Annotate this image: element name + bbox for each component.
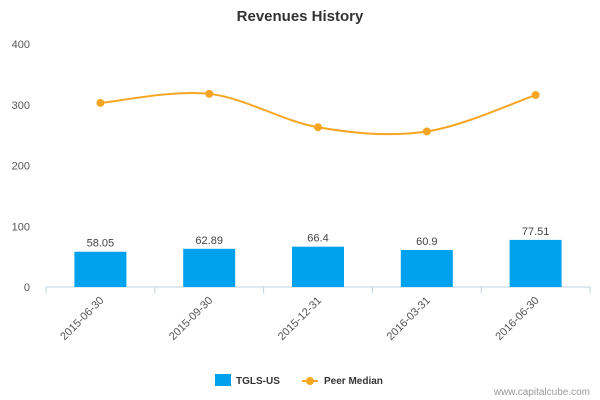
x-tick-label: 2016-03-31 — [385, 295, 433, 343]
peer-median-point — [314, 123, 322, 132]
x-tick-label: 2015-12-31 — [276, 295, 324, 343]
bar — [183, 248, 236, 287]
peer-median-point — [96, 98, 105, 107]
legend-label-tgls: TGLS-US — [236, 376, 280, 387]
peer-median-point — [422, 127, 431, 136]
chart-title: Revenues History — [237, 8, 364, 25]
legend-label-peer: Peer Median — [324, 376, 383, 387]
y-tick-label: 400 — [12, 39, 30, 51]
bar-value-label: 77.51 — [522, 226, 550, 238]
bar-value-label: 62.89 — [195, 235, 223, 247]
x-tick-label: 2015-09-30 — [167, 295, 215, 343]
bar-value-label: 60.9 — [416, 236, 437, 248]
legend-marker-peer — [306, 377, 314, 385]
peer-median-point — [205, 89, 214, 98]
bar — [400, 250, 453, 287]
credit-text: www.capitalcube.com — [493, 387, 590, 398]
y-tick-label: 300 — [12, 100, 30, 112]
plot-area: 0 100 200 300 400 58.05 62.89 66.4 60.9 77.51 2015… — [12, 39, 591, 343]
peer-median-point — [531, 91, 540, 100]
bar — [74, 251, 127, 287]
bar — [509, 239, 562, 287]
legend: TGLS-US Peer Median — [215, 374, 383, 387]
bar — [292, 246, 344, 287]
x-tick-label: 2015-06-30 — [58, 295, 106, 343]
legend-swatch-tgls — [215, 374, 231, 386]
bar-value-label: 66.4 — [307, 233, 328, 245]
y-tick-label: 100 — [12, 221, 30, 233]
x-tick-label: 2016-06-30 — [493, 295, 541, 343]
y-tick-label: 200 — [12, 161, 30, 173]
y-tick-label: 0 — [24, 282, 30, 294]
bar-value-label: 58.05 — [87, 238, 115, 250]
